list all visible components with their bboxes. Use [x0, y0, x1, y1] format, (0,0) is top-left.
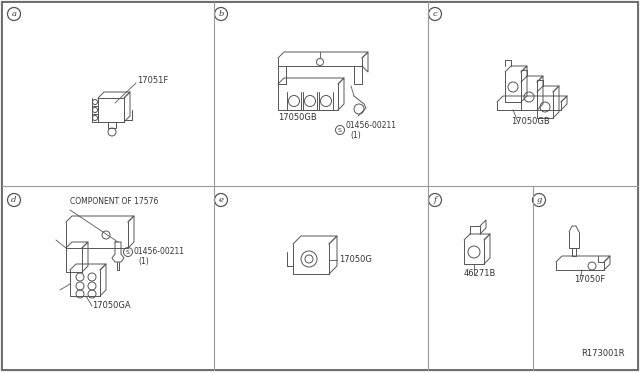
Text: g: g: [536, 196, 541, 204]
Text: 17050F: 17050F: [574, 275, 605, 284]
Text: f: f: [433, 196, 436, 204]
Text: a: a: [12, 10, 17, 18]
Text: 17051F: 17051F: [137, 76, 168, 85]
Text: (1): (1): [350, 131, 361, 140]
Text: 01456-00211: 01456-00211: [134, 247, 185, 256]
Text: 17050GB: 17050GB: [278, 113, 317, 122]
Text: 17050GB: 17050GB: [511, 117, 550, 126]
Text: 17050G: 17050G: [339, 255, 372, 264]
Text: b: b: [218, 10, 224, 18]
Text: 46271B: 46271B: [464, 269, 497, 278]
Text: d: d: [12, 196, 17, 204]
Text: 17050GA: 17050GA: [92, 301, 131, 310]
Text: S: S: [126, 250, 130, 254]
Text: c: c: [433, 10, 437, 18]
Text: (1): (1): [138, 257, 148, 266]
Text: 01456-00211: 01456-00211: [346, 121, 397, 130]
Text: S: S: [338, 128, 342, 132]
Text: COMPONENT OF 17576: COMPONENT OF 17576: [70, 197, 158, 206]
Text: e: e: [218, 196, 223, 204]
Text: R173001R: R173001R: [582, 349, 625, 358]
